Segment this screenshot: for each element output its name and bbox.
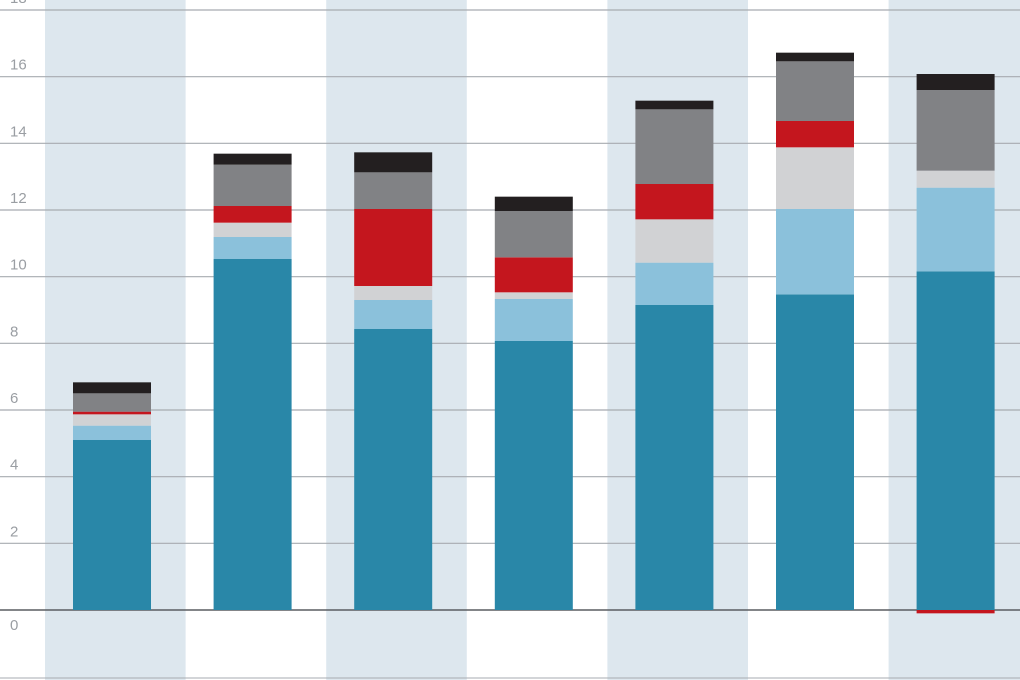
y-tick-label: 18 [10, 0, 27, 7]
bar-segment-6-1 [776, 294, 854, 610]
bar-segment-3-3 [354, 286, 433, 300]
bar-segment-1-4 [73, 411, 151, 415]
bar-segment-7-6 [916, 74, 995, 90]
bar-segment-1-1 [73, 440, 151, 610]
bar-segment-4-2 [494, 299, 573, 341]
bar-segment-6-2 [776, 209, 854, 295]
bar-segment-2-2 [213, 237, 292, 259]
bar-segment-5-6 [635, 100, 714, 110]
bar-segment-3-6 [354, 152, 433, 173]
bar-segment-2-5 [213, 164, 292, 206]
y-tick-label: 0 [10, 617, 18, 634]
bar-segment-5-1 [635, 305, 714, 610]
bar-segment-5-5 [635, 109, 714, 184]
bar-segment-5-3 [635, 219, 714, 263]
y-tick-label: 4 [10, 457, 18, 474]
bar-segment-4-5 [494, 211, 573, 258]
bar-segment-4-1 [494, 341, 573, 610]
bar-segment-6-4 [776, 121, 854, 148]
bar-segment-2-6 [213, 153, 292, 165]
bar-segment-7-4 [916, 610, 995, 614]
y-axis-ticks: 0 2 4 6 8 10 12 14 16 18 [10, 0, 27, 634]
bar-segment-7-1 [916, 271, 995, 610]
bars [73, 52, 995, 614]
bar-segment-4-3 [494, 292, 573, 299]
bar-segment-1-3 [73, 414, 151, 426]
bar-segment-4-4 [494, 257, 573, 293]
y-tick-label: 12 [10, 190, 27, 207]
bar-segment-7-3 [916, 170, 995, 188]
bar-segment-3-1 [354, 329, 433, 610]
bar-segment-3-2 [354, 300, 433, 329]
bar-segment-6-5 [776, 61, 854, 121]
y-tick-label: 8 [10, 323, 18, 340]
bar-segment-7-5 [916, 90, 995, 171]
bar-segment-1-6 [73, 382, 151, 394]
bar-segment-2-1 [213, 259, 292, 610]
bar-segment-2-3 [213, 222, 292, 237]
bar-segment-3-4 [354, 209, 433, 286]
bar-segment-7-2 [916, 187, 995, 272]
y-tick-label: 16 [10, 57, 27, 74]
bar-segment-5-2 [635, 262, 714, 305]
bar-segment-4-6 [494, 196, 573, 211]
bar-segment-1-2 [73, 425, 151, 440]
bar-segment-5-4 [635, 184, 714, 220]
y-tick-label: 14 [10, 123, 27, 140]
bar-segment-2-4 [213, 206, 292, 223]
bar-segment-6-3 [776, 147, 854, 209]
y-tick-label: 6 [10, 390, 18, 407]
y-tick-label: 10 [10, 257, 27, 274]
y-tick-label: 2 [10, 523, 18, 540]
bar-segment-6-6 [776, 52, 854, 62]
bar-segment-1-5 [73, 393, 151, 412]
bar-segment-3-5 [354, 172, 433, 209]
